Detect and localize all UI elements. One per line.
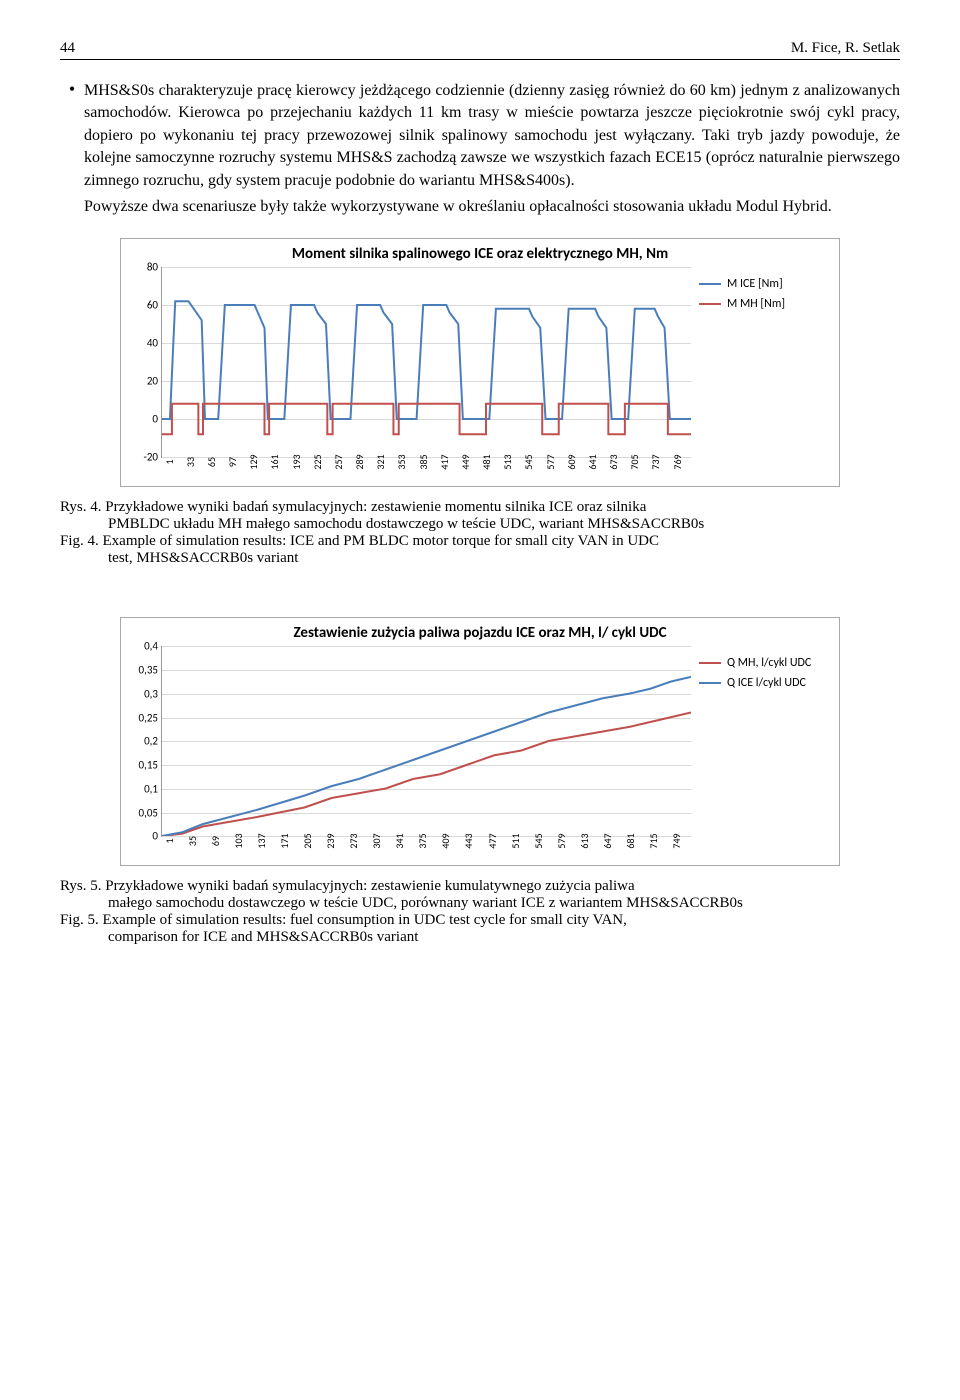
page-number: 44 (60, 40, 75, 57)
y-tick-label: 0,1 (134, 782, 158, 795)
legend-item: M ICE [Nm] (699, 277, 829, 291)
x-tick-label: 35 (186, 836, 199, 846)
author-names: M. Fice, R. Setlak (791, 40, 900, 57)
legend-swatch-icon (699, 283, 721, 285)
chart-plot: 00,050,10,150,20,250,30,350,413569103137… (161, 646, 691, 837)
figure-caption-5: Rys. 5. Przykładowe wyniki badań symulac… (60, 878, 900, 946)
legend-label: M ICE [Nm] (727, 277, 783, 291)
chart-plot: -200204060801336597129161193225257289321… (161, 267, 691, 458)
y-tick-label: 40 (134, 337, 158, 350)
figure-caption-4: Rys. 4. Przykładowe wyniki badań symulac… (60, 499, 900, 567)
paragraph: Powyższe dwa scenariusze były także wyko… (60, 196, 900, 218)
x-tick-label: 65 (205, 457, 218, 467)
legend-item: Q MH, l/cykl UDC (699, 656, 829, 670)
chart-title: Moment silnika spalinowego ICE oraz elek… (131, 245, 829, 263)
bullet-item: • MHS&S0s charakteryzuje pracę kierowcy … (60, 80, 900, 192)
y-tick-label: 0 (134, 413, 158, 426)
legend-swatch-icon (699, 662, 721, 664)
y-tick-label: -20 (134, 451, 158, 464)
bullet-dot-icon: • (60, 80, 84, 192)
x-tick-label: 69 (209, 836, 222, 846)
chart-legend: Q MH, l/cykl UDC Q ICE l/cykl UDC (691, 646, 829, 859)
chart-fuel: Zestawienie zużycia paliwa pojazdu ICE o… (120, 617, 840, 866)
x-tick-label: 97 (226, 457, 239, 467)
y-tick-label: 0,25 (134, 711, 158, 724)
chart-legend: M ICE [Nm] M MH [Nm] (691, 267, 829, 480)
x-tick-label: 33 (184, 457, 197, 467)
y-tick-label: 0,4 (134, 640, 158, 653)
x-tick-label: 1 (163, 839, 176, 844)
chart-torque: Moment silnika spalinowego ICE oraz elek… (120, 238, 840, 487)
y-tick-label: 0,3 (134, 687, 158, 700)
x-tick-label: 1 (163, 460, 176, 465)
legend-item: Q ICE l/cykl UDC (699, 676, 829, 690)
y-tick-label: 20 (134, 375, 158, 388)
legend-label: Q MH, l/cykl UDC (727, 656, 811, 670)
y-tick-label: 0,15 (134, 759, 158, 772)
y-tick-label: 60 (134, 299, 158, 312)
chart-title: Zestawienie zużycia paliwa pojazdu ICE o… (131, 624, 829, 642)
legend-swatch-icon (699, 303, 721, 305)
y-tick-label: 0,2 (134, 735, 158, 748)
legend-item: M MH [Nm] (699, 297, 829, 311)
bullet-text: MHS&S0s charakteryzuje pracę kierowcy je… (84, 80, 900, 192)
page-header: 44 M. Fice, R. Setlak (60, 40, 900, 60)
y-tick-label: 0 (134, 830, 158, 843)
y-tick-label: 80 (134, 261, 158, 274)
legend-swatch-icon (699, 682, 721, 684)
legend-label: Q ICE l/cykl UDC (727, 676, 806, 690)
legend-label: M MH [Nm] (727, 297, 785, 311)
y-tick-label: 0,05 (134, 806, 158, 819)
body-text: • MHS&S0s charakteryzuje pracę kierowcy … (60, 80, 900, 218)
y-tick-label: 0,35 (134, 664, 158, 677)
